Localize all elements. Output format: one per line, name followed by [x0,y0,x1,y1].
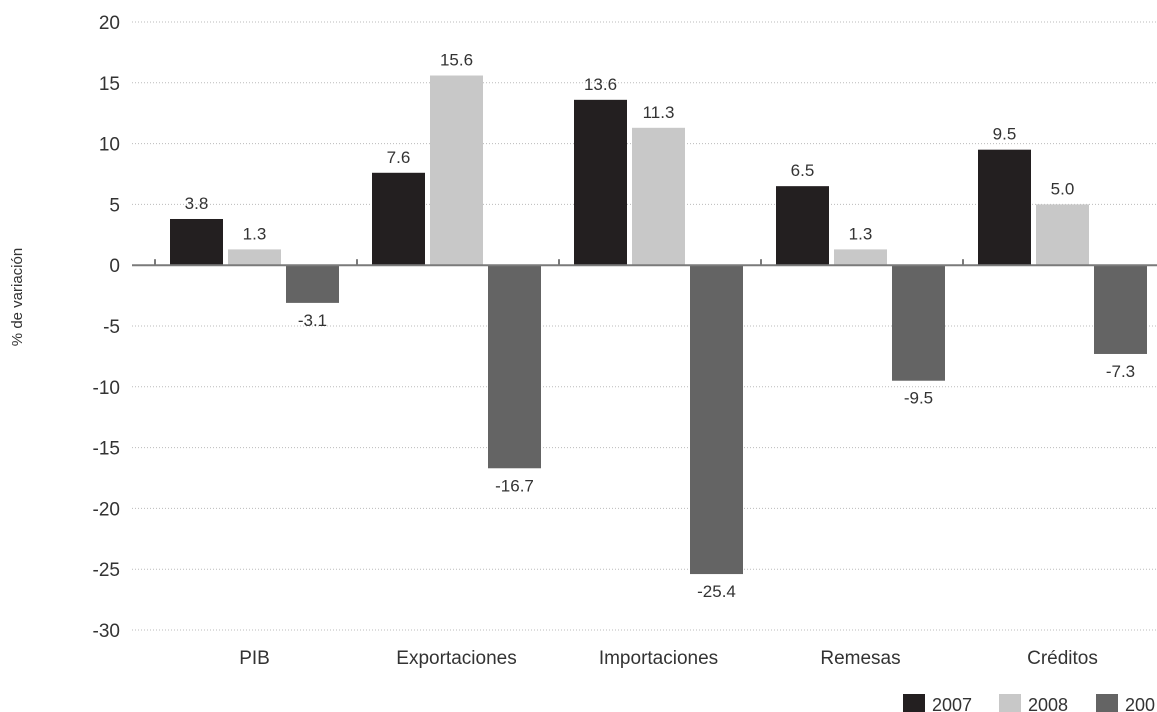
legend-item-2008: 2008 [999,694,1068,712]
data-label: -25.4 [697,582,736,601]
y-tick-label: 15 [99,74,120,95]
y-axis-ticks: 20 15 10 5 0 -5 -10 -15 -20 -25 -30 [93,13,120,642]
data-label: -9.5 [904,389,933,408]
y-tick-label: 10 [99,135,120,156]
bar-2007-exportaciones [372,172,425,266]
category-label: Remesas [820,648,900,669]
data-label: 13.6 [584,75,617,94]
data-label: -7.3 [1106,362,1135,381]
y-tick-label: -15 [93,439,120,460]
legend-label: 2007 [932,695,972,712]
data-label: 11.3 [643,103,675,122]
data-label: 6.5 [791,161,815,180]
x-axis [132,259,1157,267]
bar-200-importaciones [690,265,743,575]
data-label: 9.5 [993,125,1017,144]
legend-item-2007: 2007 [903,694,972,712]
legend-swatch [1096,694,1118,712]
legend-swatch [999,694,1021,712]
bar-2008-remesas [834,249,887,266]
category-label: Importaciones [599,648,718,669]
y-tick-label: -25 [93,560,120,581]
data-label: 3.8 [185,194,209,213]
bars [170,75,1147,575]
legend: 2007 2008 200 [903,694,1155,712]
legend-swatch [903,694,925,712]
category-label: Créditos [1027,648,1098,669]
bar-200-remesas [892,265,945,381]
legend-label: 200 [1125,695,1155,712]
category-label: PIB [239,648,270,669]
bar-2007-créditos [978,149,1031,266]
data-labels: 3.8 1.3 -3.1 7.6 15.6 -16.7 13.6 11.3 -25.4 6.5 1.… [185,51,1135,602]
data-label: -3.1 [298,311,327,330]
y-tick-label: 0 [109,256,120,277]
data-label: 7.6 [387,148,411,167]
bar-200-créditos [1094,265,1147,354]
y-tick-label: 5 [109,195,120,216]
data-label: 1.3 [849,224,873,243]
bar-2007-remesas [776,186,829,266]
data-label: 1.3 [243,224,267,243]
y-tick-label: -5 [103,317,120,338]
y-tick-label: -30 [93,621,120,642]
y-tick-label: 20 [99,13,120,34]
category-label: Exportaciones [396,648,516,669]
legend-label: 2008 [1028,695,1068,712]
data-label: 5.0 [1051,179,1075,198]
bar-2008-exportaciones [430,75,483,266]
bar-2008-créditos [1036,204,1089,266]
data-label: -16.7 [495,476,534,495]
bar-2007-pib [170,218,223,266]
category-labels: PIB Exportaciones Importaciones Remesas Créd… [239,648,1098,669]
bar-2008-importaciones [632,127,685,266]
bar-2007-importaciones [574,99,627,266]
legend-item-200: 200 [1096,694,1155,712]
y-axis-label: % de variación [9,248,26,346]
bar-2008-pib [228,249,281,266]
y-tick-label: -20 [93,499,120,520]
data-label: 15.6 [440,51,473,70]
bar-200-exportaciones [488,265,541,469]
y-tick-label: -10 [93,378,120,399]
bar-200-pib [286,265,339,303]
